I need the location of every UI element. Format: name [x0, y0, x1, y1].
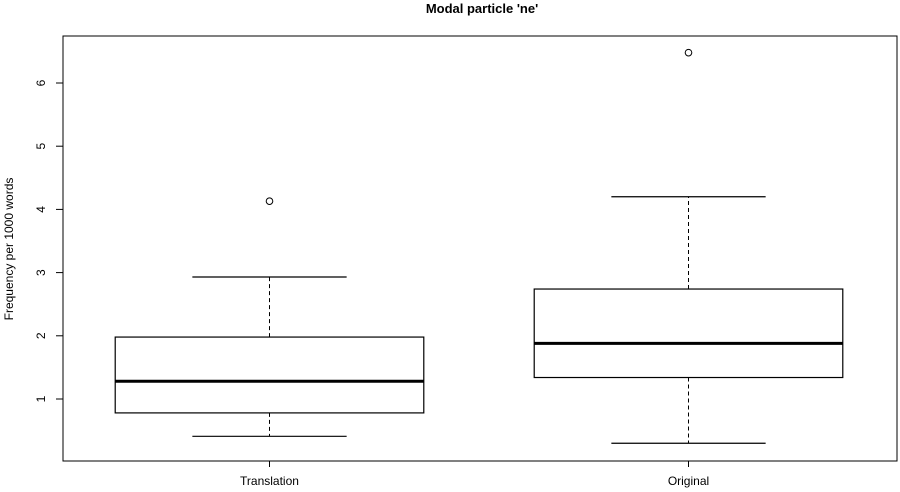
y-tick-label: 5: [34, 143, 48, 150]
x-axis: Translation Original: [240, 461, 709, 488]
iqr-box: [114, 336, 425, 414]
y-tick-label: 1: [34, 395, 48, 402]
y-tick-label: 4: [34, 206, 48, 213]
box-original: [533, 48, 844, 444]
y-axis-label: Frequency per 1000 words: [2, 178, 16, 321]
chart-title: Modal particle 'ne': [426, 1, 538, 16]
box-translation: [114, 197, 425, 437]
y-tick-label: 2: [34, 332, 48, 339]
y-axis: 1 2 3 4 5 6: [34, 79, 64, 402]
iqr-box: [533, 288, 844, 379]
y-tick-label: 3: [34, 269, 48, 276]
outlier-point: [684, 48, 693, 57]
y-tick-label: 6: [34, 79, 48, 86]
x-tick-label: Original: [668, 474, 709, 488]
x-tick-label: Translation: [240, 474, 299, 488]
boxes: [114, 48, 844, 444]
outlier-point: [265, 197, 274, 205]
